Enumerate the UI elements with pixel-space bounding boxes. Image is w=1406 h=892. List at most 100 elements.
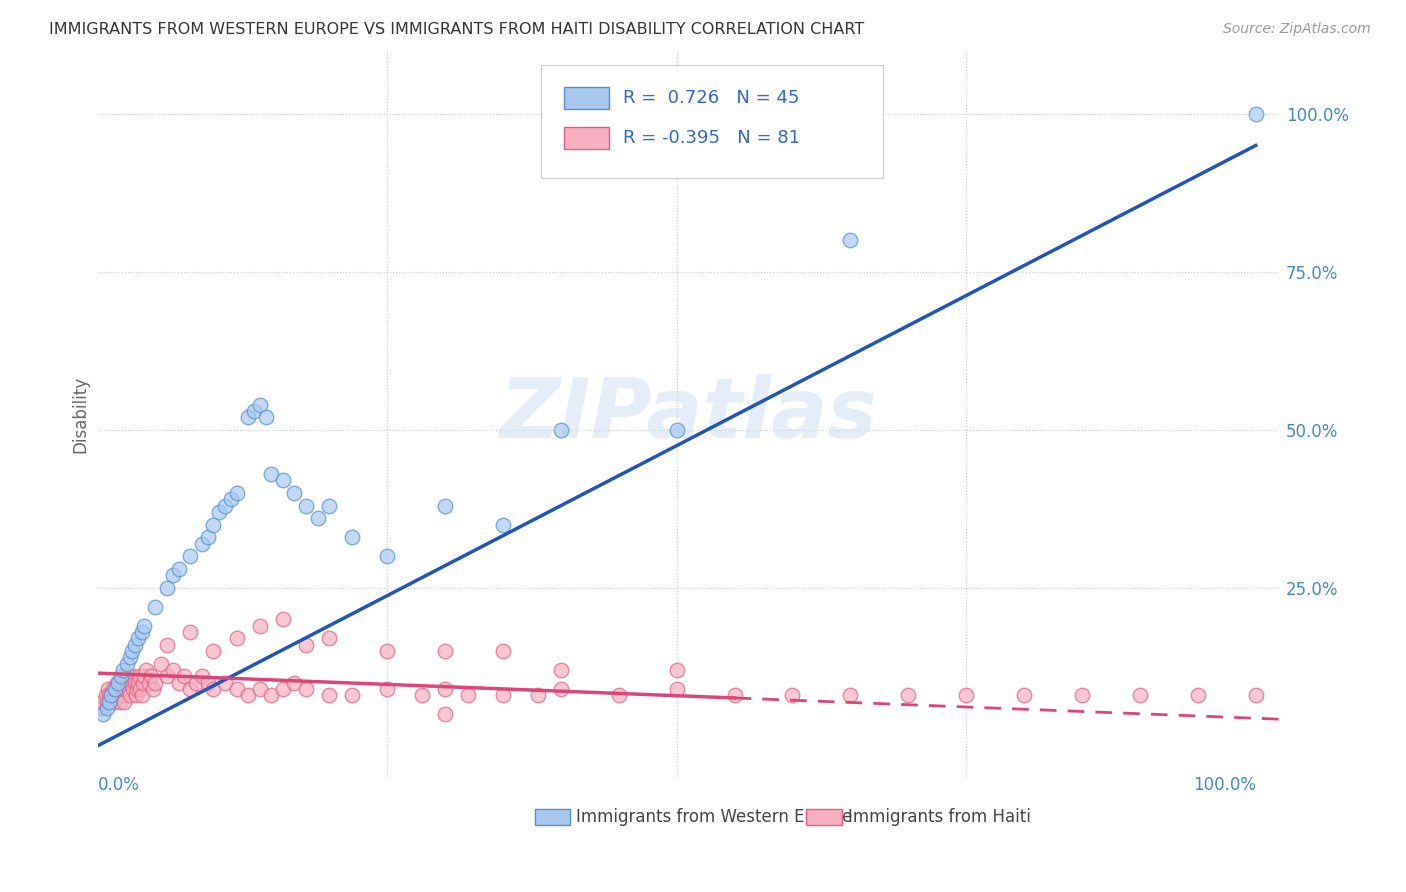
Point xyxy=(94,688,117,702)
Point xyxy=(318,499,340,513)
Point xyxy=(434,707,457,722)
Point xyxy=(162,663,184,677)
Point xyxy=(96,701,118,715)
Point xyxy=(139,669,162,683)
Point xyxy=(128,669,150,683)
Point xyxy=(100,688,122,702)
Point xyxy=(103,695,125,709)
Point xyxy=(127,632,149,646)
Point xyxy=(142,681,165,696)
Point xyxy=(550,681,572,696)
Point xyxy=(104,688,127,702)
Point xyxy=(550,423,572,437)
Point xyxy=(492,688,515,702)
Point xyxy=(254,410,277,425)
Point xyxy=(129,681,152,696)
Point xyxy=(197,530,219,544)
Point xyxy=(342,530,364,544)
Point xyxy=(107,675,129,690)
Point xyxy=(93,695,115,709)
Point xyxy=(191,536,214,550)
Point xyxy=(249,398,271,412)
Point xyxy=(897,688,920,702)
Point xyxy=(105,681,128,696)
Point xyxy=(179,625,201,640)
Point xyxy=(1071,688,1094,702)
Point xyxy=(1129,688,1152,702)
Point xyxy=(375,549,398,564)
Point xyxy=(283,675,305,690)
Point xyxy=(145,675,167,690)
FancyBboxPatch shape xyxy=(807,809,842,824)
Point xyxy=(124,638,146,652)
Point xyxy=(138,675,160,690)
Point xyxy=(955,688,977,702)
Point xyxy=(375,681,398,696)
Point xyxy=(318,632,340,646)
Point xyxy=(434,681,457,696)
Point xyxy=(132,675,155,690)
Point xyxy=(202,517,225,532)
Point xyxy=(125,681,148,696)
Point xyxy=(202,644,225,658)
Point xyxy=(375,644,398,658)
Point xyxy=(236,410,259,425)
Point xyxy=(101,681,124,696)
Point xyxy=(191,669,214,683)
Point xyxy=(131,688,153,702)
Point xyxy=(457,688,479,702)
Point xyxy=(249,618,271,632)
Point xyxy=(114,681,136,696)
Point xyxy=(492,644,515,658)
Point xyxy=(665,681,688,696)
Y-axis label: Disability: Disability xyxy=(72,376,89,452)
Point xyxy=(318,688,340,702)
Point xyxy=(124,675,146,690)
Point xyxy=(108,695,131,709)
Point xyxy=(132,669,155,683)
Text: IMMIGRANTS FROM WESTERN EUROPE VS IMMIGRANTS FROM HAITI DISABILITY CORRELATION C: IMMIGRANTS FROM WESTERN EUROPE VS IMMIGR… xyxy=(49,22,865,37)
Point xyxy=(526,688,548,702)
Point xyxy=(112,688,135,702)
Point xyxy=(208,505,231,519)
Point xyxy=(167,675,190,690)
Point xyxy=(115,675,138,690)
Point xyxy=(723,688,745,702)
Point xyxy=(104,681,127,696)
Point xyxy=(225,486,247,500)
FancyBboxPatch shape xyxy=(540,65,883,178)
Point xyxy=(342,688,364,702)
Point xyxy=(156,669,179,683)
Point xyxy=(112,695,135,709)
FancyBboxPatch shape xyxy=(564,87,609,109)
Point xyxy=(271,612,294,626)
Point xyxy=(197,675,219,690)
Point xyxy=(173,669,195,683)
Point xyxy=(225,632,247,646)
Point xyxy=(1012,688,1035,702)
Point xyxy=(93,707,115,722)
Point xyxy=(225,681,247,696)
Point xyxy=(665,423,688,437)
Point xyxy=(260,688,283,702)
Point xyxy=(307,511,329,525)
Point xyxy=(131,625,153,640)
Point xyxy=(434,644,457,658)
Point xyxy=(1244,107,1267,121)
Point xyxy=(156,638,179,652)
Point xyxy=(118,650,141,665)
Point xyxy=(550,663,572,677)
Point xyxy=(607,688,630,702)
Point xyxy=(107,688,129,702)
Point xyxy=(665,663,688,677)
Point xyxy=(271,474,294,488)
Point xyxy=(135,663,157,677)
Point xyxy=(219,492,242,507)
Point xyxy=(202,681,225,696)
Point xyxy=(434,499,457,513)
Point xyxy=(98,695,121,709)
Point xyxy=(105,675,128,690)
Point xyxy=(295,638,318,652)
Point xyxy=(1187,688,1209,702)
Point xyxy=(96,695,118,709)
